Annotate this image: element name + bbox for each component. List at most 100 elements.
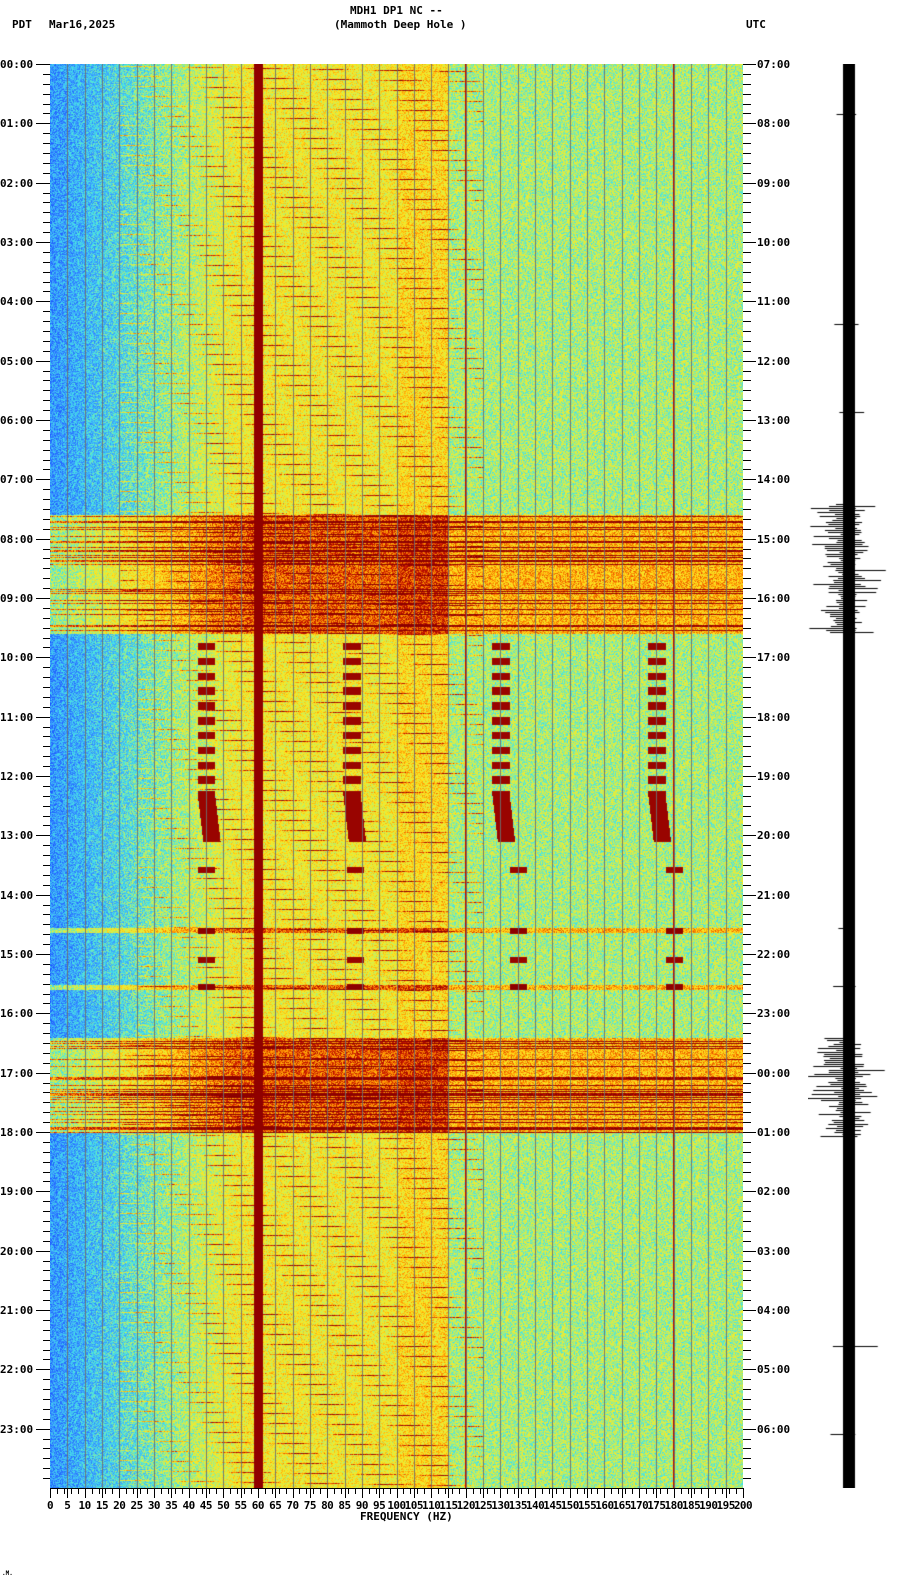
y-major-tick (743, 242, 756, 243)
y-minor-tick (743, 1448, 751, 1450)
y-minor-tick (43, 1468, 50, 1470)
y-major-tick (743, 360, 756, 362)
y-minor-tick (43, 1389, 50, 1391)
x-tick-label: 165 (612, 1499, 632, 1512)
y-minor-tick (43, 1102, 50, 1104)
y-minor-tick (43, 963, 50, 965)
y-minor-tick (743, 340, 751, 342)
x-tick (576, 1488, 578, 1494)
x-tick (569, 1488, 571, 1498)
y-minor-tick (743, 291, 751, 293)
x-tick (680, 1488, 682, 1494)
x-tick-label: 45 (199, 1499, 213, 1512)
station-name-title: (Mammoth Deep Hole ) (334, 18, 467, 31)
y-minor-tick (43, 1418, 50, 1420)
y-tick-label-right: 12:00 (757, 354, 791, 368)
y-minor-tick (743, 1270, 751, 1272)
x-tick (632, 1488, 634, 1494)
x-tick (63, 1488, 65, 1494)
y-minor-tick (743, 1161, 751, 1163)
x-tick (458, 1488, 460, 1494)
x-tick (528, 1488, 530, 1494)
x-tick (153, 1488, 155, 1498)
x-tick-label: 175 (647, 1499, 666, 1512)
x-tick (250, 1488, 252, 1494)
y-minor-tick (743, 439, 751, 441)
y-minor-tick (743, 528, 751, 530)
y-minor-tick (43, 1240, 50, 1242)
x-tick (708, 1488, 710, 1498)
x-tick-label: 140 (525, 1499, 545, 1512)
y-minor-tick (43, 1270, 50, 1272)
y-minor-tick (43, 212, 50, 214)
x-tick (237, 1488, 239, 1494)
x-tick-label: 160 (595, 1499, 614, 1512)
y-tick-label-right: 02:00 (757, 1185, 791, 1199)
x-tick-label: 20 (113, 1499, 126, 1512)
y-minor-tick (43, 1329, 50, 1331)
x-tick (334, 1488, 336, 1494)
x-tick-label: 105 (404, 1499, 424, 1512)
x-tick (285, 1488, 287, 1494)
x-tick-label: 170 (629, 1499, 649, 1512)
x-tick (70, 1488, 72, 1494)
y-minor-tick (743, 400, 751, 402)
y-minor-tick (743, 380, 751, 382)
y-minor-tick (743, 993, 751, 995)
x-tick (50, 1488, 51, 1498)
y-major-tick (743, 301, 756, 303)
y-minor-tick (743, 1349, 751, 1351)
x-tick (361, 1488, 363, 1498)
x-tick (448, 1488, 450, 1498)
y-tick-label-left: 19:00 (0, 1185, 34, 1199)
y-tick-label-left: 05:00 (0, 354, 34, 368)
x-tick (209, 1488, 211, 1494)
y-minor-tick (743, 865, 751, 866)
y-major-tick (36, 301, 50, 303)
x-tick (587, 1488, 589, 1498)
y-minor-tick (43, 874, 50, 876)
y-minor-tick (43, 696, 50, 698)
x-tick-label: 80 (321, 1499, 334, 1512)
y-major-tick (36, 598, 50, 599)
x-tick (240, 1488, 242, 1498)
y-tick-label-right: 11:00 (757, 295, 791, 309)
y-minor-tick (43, 1280, 50, 1282)
y-minor-tick (743, 1151, 751, 1153)
y-major-tick (743, 182, 756, 184)
x-tick (306, 1488, 308, 1494)
x-tick (639, 1488, 641, 1498)
x-tick (389, 1488, 391, 1494)
y-minor-tick (743, 1458, 751, 1460)
y-tick-label-left: 07:00 (0, 473, 34, 487)
y-minor-tick (743, 1300, 751, 1302)
x-tick (722, 1488, 724, 1494)
x-tick (275, 1488, 277, 1498)
y-tick-label-right: 07:00 (757, 58, 791, 71)
x-tick (451, 1488, 453, 1494)
y-major-tick (36, 479, 50, 481)
y-minor-tick (743, 83, 751, 85)
y-minor-tick (43, 133, 50, 135)
x-tick (486, 1488, 488, 1494)
x-tick (396, 1488, 398, 1498)
x-tick (320, 1488, 322, 1494)
y-minor-tick (43, 1141, 50, 1143)
y-minor-tick (43, 1181, 50, 1183)
y-major-tick (743, 716, 756, 718)
y-minor-tick (743, 1171, 751, 1173)
y-minor-tick (743, 627, 751, 629)
y-minor-tick (743, 222, 751, 224)
y-minor-tick (743, 983, 751, 985)
y-minor-tick (743, 746, 751, 748)
y-major-tick (36, 657, 50, 659)
x-tick (105, 1488, 107, 1494)
y-minor-tick (743, 73, 751, 75)
x-tick (327, 1488, 329, 1498)
y-minor-tick (743, 696, 751, 698)
x-tick (264, 1488, 266, 1494)
x-tick (368, 1488, 370, 1494)
y-minor-tick (43, 103, 50, 105)
y-minor-tick (743, 133, 751, 135)
y-minor-tick (43, 172, 50, 174)
